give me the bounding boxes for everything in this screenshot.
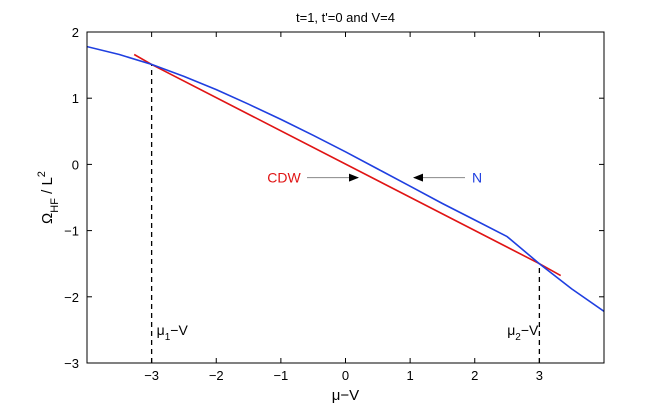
y-tick-label: 1 <box>72 91 79 106</box>
y-tick-label: 2 <box>72 25 79 40</box>
x-tick-label: 3 <box>536 368 543 383</box>
y-tick-label: −3 <box>64 356 79 371</box>
y-label-sup: 2 <box>36 171 48 177</box>
x-tick-label: 1 <box>407 368 414 383</box>
vline-label-mu: μ <box>507 322 515 338</box>
y-tick-label: −1 <box>64 224 79 239</box>
annotation-cdw: CDW <box>267 170 301 186</box>
vline-label-mu: μ <box>157 322 165 338</box>
plot-layer <box>87 45 604 363</box>
x-tick-label: −1 <box>273 368 288 383</box>
vline-label-sub: 1 <box>165 332 171 343</box>
x-axis-label: μ−V <box>332 387 359 404</box>
ticks-layer <box>87 31 604 364</box>
vline-label-sub: 2 <box>515 332 521 343</box>
y-axis-label: ΩHF / L2 <box>36 171 61 224</box>
series-line-cdw <box>133 53 562 277</box>
y-tick-label: 0 <box>72 157 79 172</box>
y-label-sub: HF <box>49 198 61 213</box>
x-tick-label: −3 <box>144 368 159 383</box>
series-line-n <box>87 45 604 313</box>
vline-label-tail: −V <box>521 322 539 338</box>
x-tick-label: −2 <box>209 368 224 383</box>
vline-label-tail: −V <box>170 322 188 338</box>
axes-frame <box>86 31 605 364</box>
chart-title: t=1, t'=0 and V=4 <box>296 10 395 25</box>
vline-label-1: μ1−V <box>157 322 189 343</box>
y-tick-label: −2 <box>64 290 79 305</box>
y-label-slash: / L <box>39 177 56 198</box>
axes-layer <box>86 31 605 364</box>
y-label-omega: Ω <box>39 213 56 224</box>
x-tick-label: 2 <box>471 368 478 383</box>
annotation-n: N <box>472 170 482 186</box>
x-tick-label: 0 <box>342 368 349 383</box>
vline-label-2: μ2−V <box>507 322 539 343</box>
